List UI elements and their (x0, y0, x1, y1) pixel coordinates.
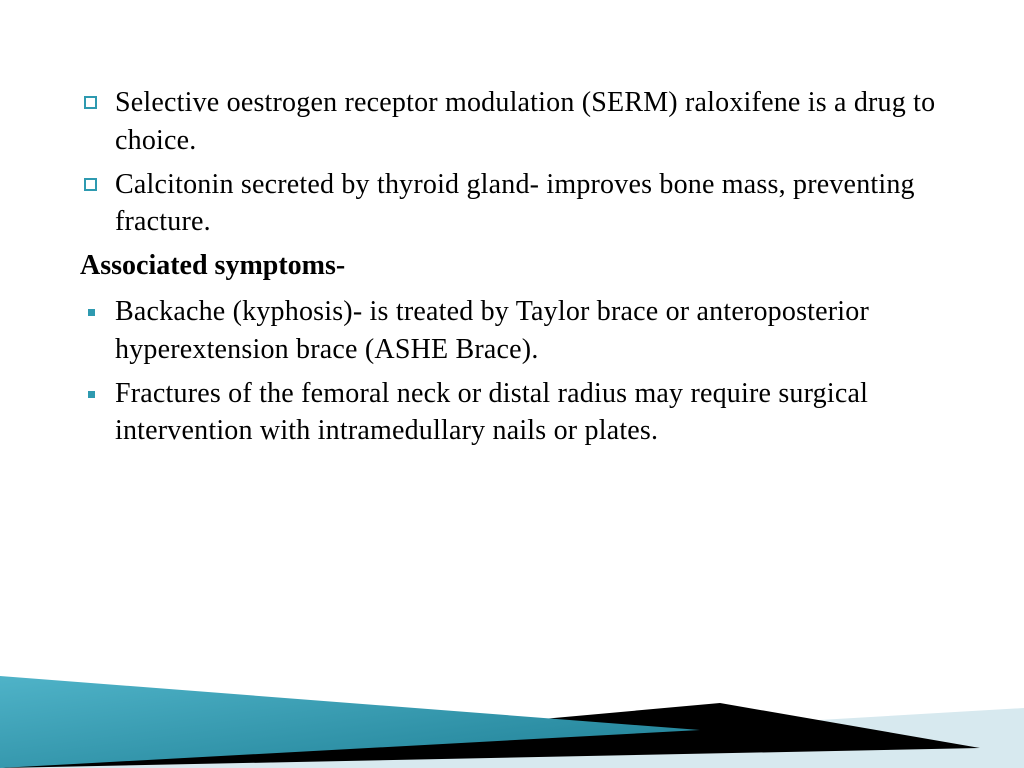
list2-text: Fractures of the femoral neck or distal … (115, 375, 960, 451)
small-square-icon (88, 391, 95, 398)
hollow-square-icon (84, 96, 97, 109)
section-heading: Associated symptoms- (80, 247, 960, 285)
small-square-icon (88, 309, 95, 316)
list2-item: Fractures of the femoral neck or distal … (80, 375, 960, 451)
list1-text: Calcitonin secreted by thyroid gland- im… (115, 166, 960, 242)
list1-text: Selective oestrogen receptor modulation … (115, 84, 960, 160)
list1-item: Calcitonin secreted by thyroid gland- im… (80, 166, 960, 242)
hollow-square-icon (84, 178, 97, 191)
list1-item: Selective oestrogen receptor modulation … (80, 84, 960, 160)
deco-light-tri (0, 708, 1024, 768)
list2-item: Backache (kyphosis)- is treated by Taylo… (80, 293, 960, 369)
list2-text: Backache (kyphosis)- is treated by Taylo… (115, 293, 960, 369)
content-block: Selective oestrogen receptor modulation … (80, 84, 960, 456)
corner-decoration-icon (0, 608, 1024, 768)
slide: Selective oestrogen receptor modulation … (0, 0, 1024, 768)
deco-black-tri (0, 703, 980, 768)
deco-teal-tri (0, 676, 700, 768)
